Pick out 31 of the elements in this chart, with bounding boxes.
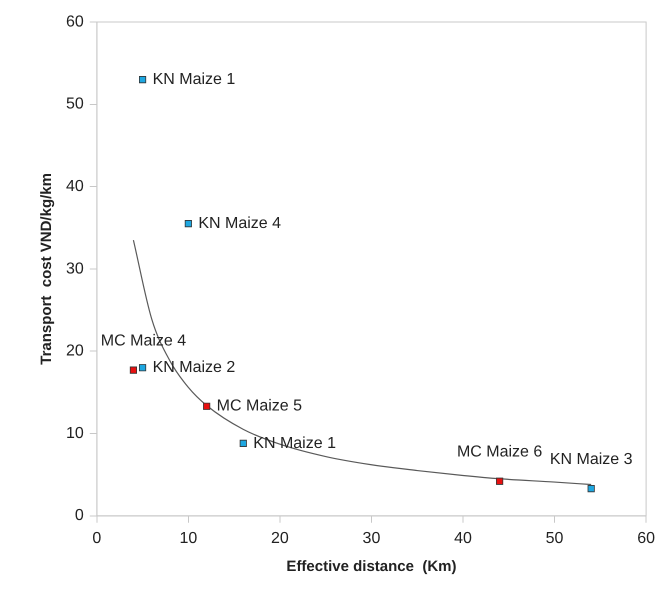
point [203,402,210,410]
point [240,440,247,447]
y-tick-label: 20 [66,342,84,360]
data-label: KN Maize 1 [152,71,236,88]
point [184,220,192,228]
x-axis-title: Effective distance (Km) [286,558,456,576]
data-label: KN Maize 2 [152,359,236,376]
y-tick-label: 30 [66,260,84,278]
point [588,485,595,492]
point [138,76,146,84]
y-tick-label: 60 [66,13,84,30]
data-label: KN Maize 3 [550,451,633,468]
y-axis-title: Transport cost VND/kg/km [38,173,56,365]
x-tick-label: 60 [637,530,656,547]
point [130,366,137,374]
x-tick-label: 50 [546,530,564,547]
x-tick-label: 10 [179,530,198,547]
data-label: MC Maize 5 [216,398,302,415]
data-label: KN Maize 4 [198,215,282,232]
point [496,478,504,485]
data-label: MC Maize 6 [456,444,542,461]
x-tick-label: 0 [92,530,102,547]
x-tick-label: 30 [362,530,380,547]
x-tick-label: 20 [271,530,289,547]
y-tick-label: 0 [74,507,84,524]
x-tick-label: 40 [454,530,472,547]
data-label: KN Maize 1 [253,434,336,452]
y-tick-label: 40 [66,178,84,196]
point [138,364,146,372]
y-tick-label: 50 [66,96,84,113]
y-tick-label: 10 [66,424,84,442]
